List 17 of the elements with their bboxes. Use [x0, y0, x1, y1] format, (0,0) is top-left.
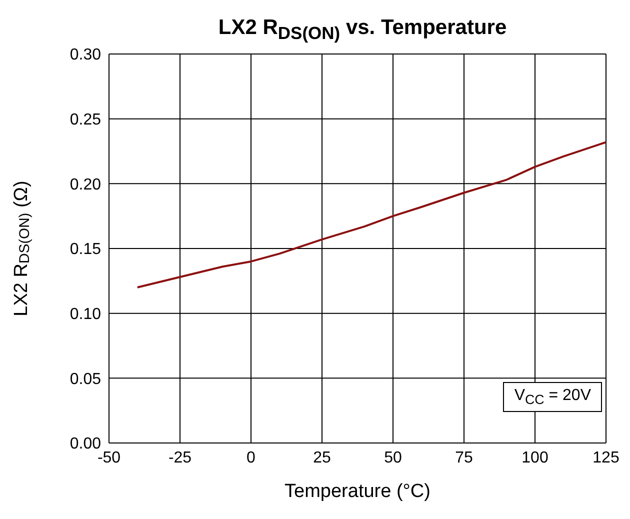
- y-tick-label: 0.15: [70, 241, 102, 258]
- x-tick-label: 125: [592, 449, 620, 466]
- x-tick-label: 75: [455, 449, 473, 466]
- y-tick-label: 0.10: [70, 306, 102, 324]
- y-tick-label: 0.25: [70, 112, 102, 129]
- y-tick-label: 0.05: [70, 370, 102, 388]
- x-tick-label: 100: [522, 449, 548, 466]
- x-tick-label: 0: [246, 449, 256, 466]
- chart-title: LX2 R$_{DS(ON)}$ vs. Temperature: [217, 15, 508, 46]
- x-tick-label: 50: [384, 449, 402, 466]
- x-axis-title: Temperature (°C): [284, 481, 430, 502]
- y-tick-label: 0.30: [70, 46, 102, 64]
- annotation: V$_{CC}$ = 20V: [503, 382, 602, 412]
- x-tick-label: -25: [168, 449, 192, 466]
- y-tick-label: 0.20: [70, 176, 102, 194]
- line-series: [136, 141, 606, 288]
- x-tick-label: 25: [313, 449, 331, 466]
